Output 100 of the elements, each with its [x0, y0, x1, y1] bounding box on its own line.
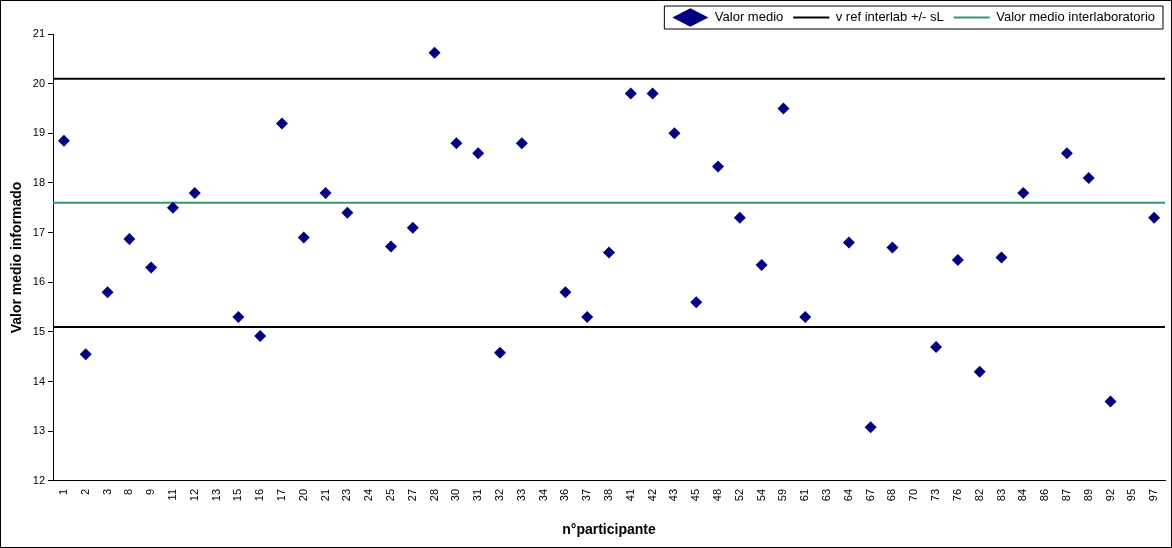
- point: [297, 231, 310, 244]
- point: [123, 233, 136, 246]
- point: [581, 311, 594, 324]
- legend-label: Valor medio: [714, 9, 784, 25]
- x-tick-label: 82: [972, 488, 985, 502]
- y-tick-label: 20: [32, 76, 46, 89]
- x-tick-label: 97: [1147, 488, 1160, 502]
- legend-label: v ref interlab +/- sL: [835, 9, 944, 25]
- point: [886, 241, 899, 254]
- x-tick-label: 67: [863, 488, 876, 502]
- x-tick-label: 64: [841, 488, 854, 502]
- x-tick-label: 13: [209, 488, 222, 502]
- point: [1060, 147, 1073, 160]
- x-tick-label: 95: [1125, 488, 1138, 502]
- point: [951, 253, 964, 266]
- x-tick-label: 12: [187, 488, 200, 502]
- point: [864, 421, 877, 434]
- point: [145, 261, 158, 274]
- point: [755, 258, 768, 271]
- y-tick-label: 19: [32, 126, 46, 139]
- point: [515, 137, 528, 150]
- point: [799, 311, 812, 324]
- point: [842, 236, 855, 249]
- x-tick-label: 21: [318, 488, 331, 502]
- x-tick-label: 31: [471, 488, 484, 502]
- x-tick-label: 38: [602, 488, 615, 502]
- x-tick-label: 76: [950, 488, 963, 502]
- point: [341, 206, 354, 219]
- x-tick-label: 36: [558, 488, 571, 502]
- x-tick-label: 28: [427, 488, 440, 502]
- y-tick-label: 13: [32, 424, 46, 437]
- x-tick-label: 52: [732, 488, 745, 502]
- point: [624, 87, 637, 100]
- x-tick-label: 20: [296, 488, 309, 502]
- x-tick-label: 15: [231, 488, 244, 502]
- point: [166, 201, 179, 214]
- point: [1148, 211, 1161, 224]
- point: [232, 311, 245, 324]
- x-tick-label: 33: [514, 488, 527, 502]
- x-tick-label: 48: [711, 488, 724, 502]
- x-tick-label: 87: [1059, 488, 1072, 502]
- point: [1082, 172, 1095, 185]
- point: [646, 87, 659, 100]
- y-tick-label: 17: [32, 225, 46, 238]
- x-tick-label: 9: [144, 488, 157, 496]
- x-tick-label: 89: [1081, 488, 1094, 502]
- x-tick-label: 3: [100, 488, 113, 496]
- point: [472, 147, 485, 160]
- x-tick-label: 84: [1016, 488, 1029, 502]
- y-tick-label: 21: [32, 27, 46, 40]
- x-axis-title: n°participante: [562, 521, 656, 538]
- legend-label: Valor medio interlaboratorio: [996, 9, 1155, 25]
- x-tick-label: 92: [1103, 488, 1116, 502]
- point: [57, 134, 70, 147]
- point: [930, 340, 943, 353]
- x-tick-label: 73: [929, 488, 942, 502]
- point: [603, 246, 616, 259]
- point: [428, 46, 441, 59]
- point: [733, 211, 746, 224]
- point: [384, 240, 397, 253]
- y-tick-label: 18: [32, 176, 46, 189]
- y-tick-label: 12: [32, 474, 46, 486]
- point: [254, 329, 267, 342]
- x-tick-label: 83: [994, 488, 1007, 502]
- point: [188, 186, 201, 199]
- point: [1017, 186, 1030, 199]
- point: [319, 186, 332, 199]
- x-tick-label: 54: [754, 488, 767, 502]
- point: [712, 160, 725, 173]
- x-tick-label: 27: [405, 488, 418, 502]
- x-tick-label: 30: [449, 488, 462, 502]
- point: [406, 221, 419, 234]
- y-tick-label: 15: [32, 325, 46, 338]
- point: [559, 286, 572, 299]
- x-tick-label: 41: [623, 488, 636, 502]
- x-tick-label: 37: [580, 488, 593, 502]
- point: [995, 251, 1008, 264]
- x-tick-label: 61: [798, 488, 811, 502]
- x-tick-label: 43: [667, 488, 680, 502]
- y-axis-title: Valor medio informado: [8, 181, 25, 334]
- point: [668, 127, 681, 140]
- point: [450, 137, 463, 150]
- x-tick-label: 34: [536, 488, 549, 502]
- point: [494, 346, 506, 359]
- point: [79, 348, 92, 361]
- x-tick-label: 45: [689, 488, 702, 502]
- x-tick-label: 42: [645, 488, 658, 502]
- x-tick-label: 59: [776, 488, 789, 502]
- point: [1104, 395, 1117, 408]
- point: [690, 296, 703, 309]
- x-tick-label: 8: [122, 488, 135, 496]
- x-tick-label: 63: [820, 488, 833, 502]
- point: [275, 117, 288, 130]
- x-tick-label: 24: [362, 488, 375, 502]
- x-tick-label: 17: [275, 488, 287, 502]
- x-tick-label: 68: [885, 488, 898, 502]
- point: [777, 102, 790, 115]
- x-tick-label: 86: [1038, 488, 1051, 502]
- x-tick-label: 23: [340, 488, 353, 502]
- x-tick-label: 16: [253, 488, 266, 502]
